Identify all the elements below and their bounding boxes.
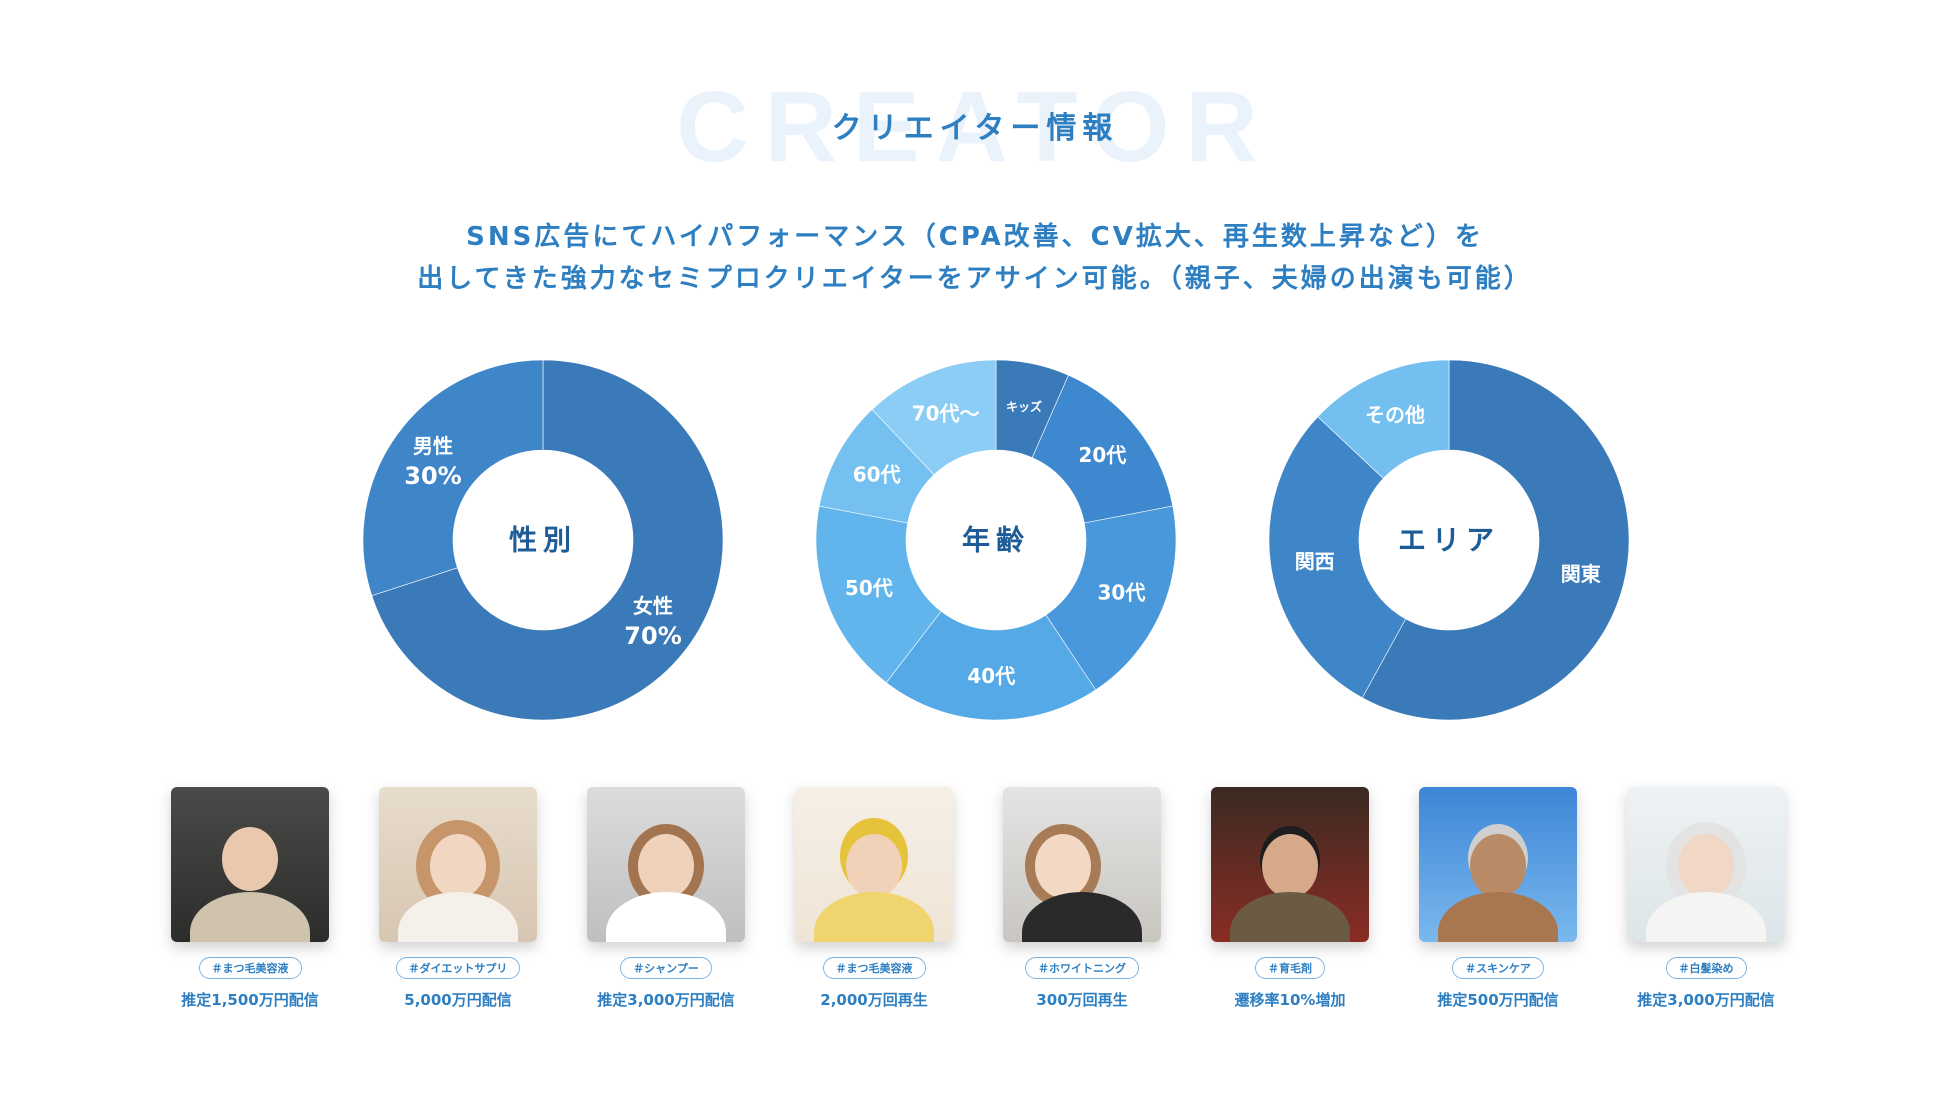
creator-stat: 推定3,000万円配信 <box>597 991 735 1009</box>
creator-tag: ＃育毛剤 <box>1255 957 1325 979</box>
donut-slice-2 <box>1045 505 1177 691</box>
creator-card[interactable]: ＃育毛剤 遷移率10%増加 <box>1200 787 1380 1010</box>
donut-slice-6 <box>871 359 997 476</box>
donut-center-title: 性別 <box>509 524 577 557</box>
donut-center-title: 年齢 <box>962 524 1030 557</box>
creator-photo <box>795 787 953 942</box>
slice-label: その他 <box>1365 403 1425 427</box>
gender-donut-chart: 女性 70% 男性 30% 性別 <box>362 359 724 721</box>
creator-card[interactable]: ＃ダイエットサプリ 5,000万円配信 <box>368 787 548 1010</box>
slice-label: 20代 <box>1078 443 1126 467</box>
lead-text-line-2: 出してきた強力なセミプロクリエイターをアサイン可能。（親子、夫婦の出演も可能） <box>417 264 1533 294</box>
donut-slice-1 <box>362 359 544 597</box>
creator-photo <box>587 787 745 942</box>
creator-card[interactable]: ＃まつ毛美容液 2,000万回再生 <box>784 787 964 1010</box>
creator-tag: ＃まつ毛美容液 <box>198 957 302 979</box>
section-title: クリエイター情報 <box>831 111 1119 146</box>
lead-text-line-1: SNS広告にてハイパフォーマンス（CPA改善、CV拡大、再生数上昇など）を <box>466 222 1484 252</box>
creator-photo <box>1627 787 1785 942</box>
slice-label: 関西 <box>1295 549 1335 573</box>
donut-slice-4 <box>815 505 942 684</box>
creator-tag: ＃ダイエットサプリ <box>395 957 521 979</box>
slice-label: キッズ <box>1006 399 1042 414</box>
slice-value-label: 70% <box>624 622 681 650</box>
donut-slice-1 <box>1268 416 1407 699</box>
donut-slice-0 <box>1361 359 1630 721</box>
slice-label: 30代 <box>1098 581 1146 605</box>
creator-stat: 300万回再生 <box>1036 991 1128 1009</box>
creator-photo <box>1419 787 1577 942</box>
creator-stat: 2,000万回再生 <box>820 991 928 1009</box>
creator-card[interactable]: ＃ホワイトニング 300万回再生 <box>992 787 1172 1010</box>
creator-tag: ＃ホワイトニング <box>1025 957 1139 979</box>
slice-label: 50代 <box>845 576 893 600</box>
creator-stat: 推定500万円配信 <box>1437 991 1559 1009</box>
slice-label: 70代〜 <box>912 402 980 426</box>
creator-card[interactable]: ＃白髪染め 推定3,000万円配信 <box>1616 787 1796 1010</box>
slice-label: 40代 <box>967 664 1015 688</box>
creator-tag: ＃白髪染め <box>1665 957 1747 979</box>
creator-stat: 5,000万円配信 <box>404 991 512 1009</box>
slice-value-label: 30% <box>404 462 461 490</box>
creator-photo <box>1211 787 1369 942</box>
age-donut-chart: キッズ 20代 30代 40代 50代 60代 70代〜年齢 <box>815 359 1177 721</box>
donut-slice-3 <box>885 610 1097 721</box>
slice-label: 関東 <box>1561 562 1601 586</box>
creator-card[interactable]: ＃シャンプー 推定3,000万円配信 <box>576 787 756 1010</box>
slice-label: 60代 <box>853 463 901 487</box>
creator-tag: ＃シャンプー <box>620 957 712 979</box>
creator-photo <box>171 787 329 942</box>
donut-slice-2 <box>1317 359 1450 479</box>
creator-photo <box>379 787 537 942</box>
creator-stat: 推定1,500万円配信 <box>181 991 319 1009</box>
donut-slice-0 <box>371 359 724 721</box>
creator-stat: 推定3,000万円配信 <box>1637 991 1775 1009</box>
slice-label: 男性 <box>413 434 453 458</box>
creator-photo <box>1003 787 1161 942</box>
donut-center-title: エリア <box>1398 524 1500 557</box>
creator-stat: 遷移率10%増加 <box>1234 991 1346 1009</box>
creator-tag: ＃スキンケア <box>1452 957 1544 979</box>
creator-card[interactable]: ＃まつ毛美容液 推定1,500万円配信 <box>160 787 340 1010</box>
creator-tag: ＃まつ毛美容液 <box>822 957 926 979</box>
creator-card[interactable]: ＃スキンケア 推定500万円配信 <box>1408 787 1588 1010</box>
slice-label: 女性 <box>633 594 673 618</box>
background-watermark-word: CREATOR <box>676 71 1274 183</box>
